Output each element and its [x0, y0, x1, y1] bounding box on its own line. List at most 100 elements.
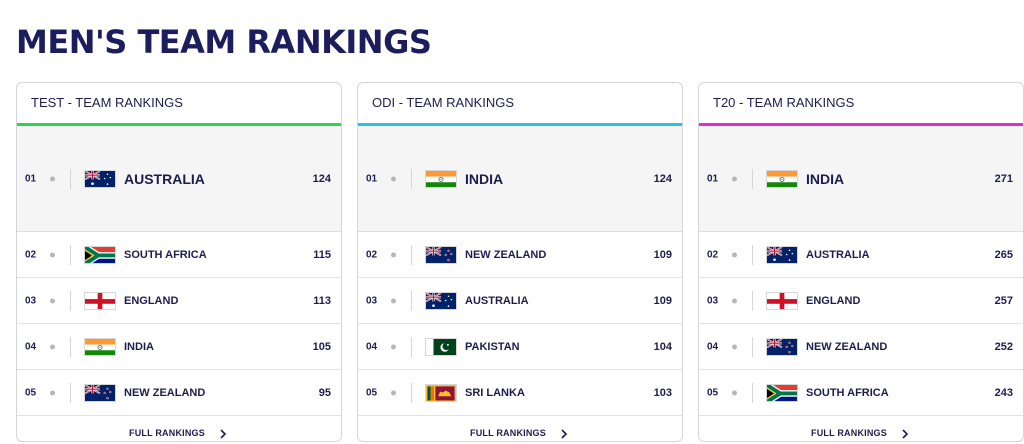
south-africa-flag-icon [765, 381, 798, 405]
ranking-row[interactable]: 03 ENGLAND 257 [699, 278, 1023, 324]
divider [752, 168, 753, 189]
movement-dot-icon [391, 252, 396, 257]
new-zealand-flag-icon [766, 337, 798, 356]
team-name: SOUTH AFRICA [806, 386, 889, 399]
team-name: INDIA [806, 170, 845, 187]
team-name: ENGLAND [806, 294, 861, 307]
team-rating: 271 [994, 172, 1013, 185]
movement-dot-icon [732, 344, 737, 349]
page-title: MEN'S TEAM RANKINGS [16, 23, 432, 61]
team-name: SOUTH AFRICA [124, 248, 207, 261]
england-flag-icon [766, 291, 798, 310]
team-name: AUSTRALIA [124, 170, 205, 187]
team-rating: 257 [994, 294, 1013, 307]
movement-dot-icon [732, 298, 737, 303]
divider [752, 244, 753, 265]
team-rating: 105 [312, 340, 331, 353]
team-rating: 252 [994, 340, 1013, 353]
divider [752, 290, 753, 311]
team-name: INDIA [124, 340, 154, 353]
full-rankings-link[interactable]: FULL RANKINGS [17, 416, 341, 441]
team-name: ENGLAND [124, 294, 179, 307]
ranking-row[interactable]: 04 INDIA 105 [17, 324, 341, 370]
team-name: NEW ZEALAND [806, 340, 888, 353]
england-flag-icon [84, 291, 116, 310]
rank-position: 03 [366, 295, 378, 306]
rank-position: 04 [366, 341, 378, 352]
rank-position: 01 [366, 173, 378, 184]
team-rating: 124 [653, 172, 672, 185]
full-rankings-label: FULL RANKINGS [811, 428, 887, 438]
team-name: NEW ZEALAND [465, 248, 547, 261]
rank-position: 02 [366, 249, 378, 260]
rank-position: 04 [707, 341, 719, 352]
divider [411, 168, 412, 189]
ranking-row[interactable]: 05 NEW ZEALAND 95 [17, 370, 341, 416]
team-name: AUSTRALIA [806, 248, 870, 261]
full-rankings-link[interactable]: FULL RANKINGS [699, 416, 1023, 441]
card-odi-rankings: ODI - TEAM RANKINGS 01 INDIA 124 02 NEW ZEALA… [357, 82, 683, 442]
movement-dot-icon [391, 176, 396, 181]
card-title: T20 - TEAM RANKINGS [699, 83, 1023, 126]
chevron-right-icon [899, 427, 911, 439]
ranking-row[interactable]: 02 SOUTH AFRICA 115 [17, 232, 341, 278]
new-zealand-flag-icon [84, 383, 116, 402]
card-t20-rankings: T20 - TEAM RANKINGS 01 INDIA 271 02 AUSTRALIA… [698, 82, 1024, 442]
ranking-row[interactable]: 03 AUSTRALIA 109 [358, 278, 682, 324]
india-flag-icon [84, 337, 116, 356]
movement-dot-icon [391, 298, 396, 303]
team-name: PAKISTAN [465, 340, 520, 353]
team-name: SRI LANKA [465, 386, 525, 399]
movement-dot-icon [732, 176, 737, 181]
team-rating: 115 [313, 248, 331, 261]
ranking-row[interactable]: 04 NEW ZEALAND 252 [699, 324, 1023, 370]
divider [70, 336, 71, 357]
team-rating: 113 [313, 294, 331, 307]
movement-dot-icon [732, 390, 737, 395]
ranking-row[interactable]: 05 SRI LANKA 103 [358, 370, 682, 416]
divider [70, 244, 71, 265]
divider [411, 336, 412, 357]
movement-dot-icon [50, 176, 55, 181]
movement-dot-icon [732, 252, 737, 257]
team-name: INDIA [465, 170, 504, 187]
movement-dot-icon [50, 344, 55, 349]
full-rankings-label: FULL RANKINGS [129, 428, 205, 438]
ranking-row[interactable]: 01 INDIA 271 [699, 126, 1023, 232]
team-rating: 104 [653, 340, 672, 353]
movement-dot-icon [391, 344, 396, 349]
rank-position: 05 [707, 387, 719, 398]
ranking-row[interactable]: 02 AUSTRALIA 265 [699, 232, 1023, 278]
rankings-cards: TEST - TEAM RANKINGS 01 AUSTRALIA 124 02 SOUT… [0, 82, 1024, 444]
team-rating: 265 [994, 248, 1013, 261]
team-rating: 109 [653, 248, 672, 261]
movement-dot-icon [50, 390, 55, 395]
india-flag-icon [766, 169, 798, 188]
australia-flag-icon [425, 291, 457, 310]
card-title: ODI - TEAM RANKINGS [358, 83, 682, 126]
movement-dot-icon [391, 390, 396, 395]
full-rankings-link[interactable]: FULL RANKINGS [358, 416, 682, 441]
team-rating: 124 [312, 172, 331, 185]
rank-position: 01 [25, 173, 37, 184]
team-rating: 95 [318, 386, 331, 399]
ranking-row[interactable]: 02 NEW ZEALAND 109 [358, 232, 682, 278]
ranking-row[interactable]: 01 INDIA 124 [358, 126, 682, 232]
ranking-row[interactable]: 04 PAKISTAN 104 [358, 324, 682, 370]
ranking-row[interactable]: 03 ENGLAND 113 [17, 278, 341, 324]
rank-position: 05 [366, 387, 378, 398]
south-africa-flag-icon [83, 243, 116, 267]
team-name: AUSTRALIA [465, 294, 529, 307]
divider [411, 244, 412, 265]
divider [70, 382, 71, 403]
ranking-row[interactable]: 05 SOUTH AFRICA 243 [699, 370, 1023, 416]
movement-dot-icon [50, 298, 55, 303]
sri-lanka-flag-icon [425, 383, 457, 402]
ranking-row[interactable]: 01 AUSTRALIA 124 [17, 126, 341, 232]
divider [70, 168, 71, 189]
card-test-rankings: TEST - TEAM RANKINGS 01 AUSTRALIA 124 02 SOUT… [16, 82, 342, 442]
rank-position: 02 [707, 249, 719, 260]
team-rating: 103 [653, 386, 672, 399]
rank-position: 03 [707, 295, 719, 306]
rank-position: 03 [25, 295, 37, 306]
